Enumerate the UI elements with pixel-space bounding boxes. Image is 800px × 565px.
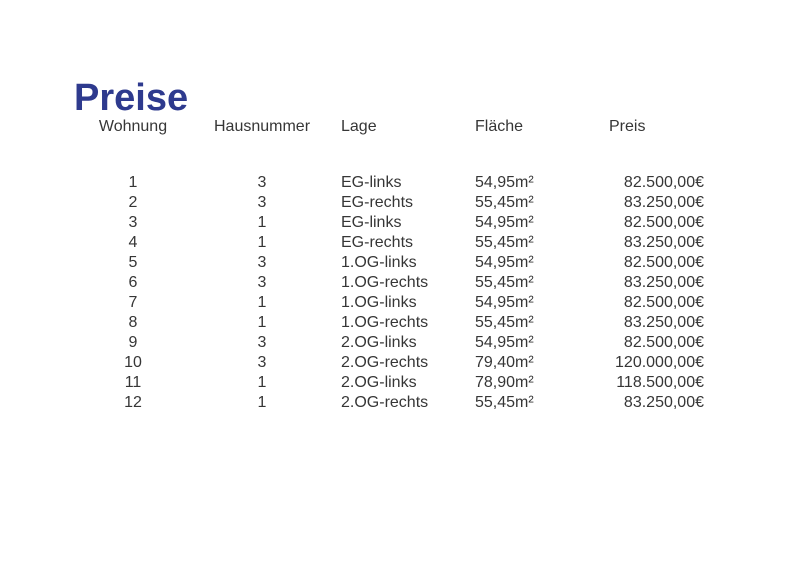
table-row: 1 3 EG-links 54,95m² 82.500,00€: [0, 173, 704, 193]
table-row: 10 3 2.OG-rechts 79,40m² 120.000,00€: [0, 353, 704, 373]
table-row: 6 3 1.OG-rechts 55,45m² 83.250,00€: [0, 273, 704, 293]
cell-wohnung: 5: [128, 254, 138, 271]
cell-wohnung: 9: [128, 334, 138, 351]
cell-preis: 118.500,00€: [616, 374, 704, 391]
cell-flaeche: 55,45m²: [475, 314, 534, 331]
cell-hausnummer: 1: [257, 294, 267, 311]
cell-lage: 1.OG-rechts: [341, 274, 429, 291]
table-row: 9 3 2.OG-links 54,95m² 82.500,00€: [0, 333, 704, 353]
table-row: 7 1 1.OG-links 54,95m² 82.500,00€: [0, 293, 704, 313]
cell-flaeche: 55,45m²: [475, 274, 534, 291]
cell-wohnung: 8: [128, 314, 138, 331]
cell-wohnung: 4: [128, 234, 138, 251]
header-flaeche: Fläche: [475, 118, 524, 135]
table-row: 11 1 2.OG-links 78,90m² 118.500,00€: [0, 373, 704, 393]
cell-wohnung: 10: [124, 354, 142, 371]
table-row: 4 1 EG-rechts 55,45m² 83.250,00€: [0, 233, 704, 253]
cell-hausnummer: 3: [257, 174, 267, 191]
cell-lage: EG-rechts: [341, 194, 414, 211]
price-table-header: Wohnung Hausnummer Lage Fläche Preis: [0, 117, 704, 137]
cell-lage: 2.OG-links: [341, 334, 417, 351]
cell-wohnung: 7: [128, 294, 138, 311]
price-table-body: 1 3 EG-links 54,95m² 82.500,00€ 2 3 EG-r…: [0, 173, 704, 413]
cell-preis: 82.500,00€: [623, 174, 704, 191]
cell-preis: 83.250,00€: [623, 314, 704, 331]
cell-flaeche: 79,40m²: [475, 354, 534, 371]
cell-lage: 1.OG-links: [341, 294, 417, 311]
cell-hausnummer: 1: [257, 214, 267, 231]
cell-flaeche: 54,95m²: [475, 214, 534, 231]
cell-flaeche: 54,95m²: [475, 254, 534, 271]
table-row: 5 3 1.OG-links 54,95m² 82.500,00€: [0, 253, 704, 273]
cell-wohnung: 3: [128, 214, 138, 231]
cell-wohnung: 2: [128, 194, 138, 211]
cell-lage: 2.OG-rechts: [341, 354, 429, 371]
cell-hausnummer: 1: [257, 394, 267, 411]
header-lage: Lage: [341, 118, 377, 135]
header-wohnung: Wohnung: [98, 118, 168, 135]
cell-wohnung: 12: [124, 394, 142, 411]
cell-lage: EG-links: [341, 174, 402, 191]
header-hausnummer: Hausnummer: [213, 118, 311, 135]
cell-hausnummer: 1: [257, 314, 267, 331]
cell-lage: 2.OG-links: [341, 374, 417, 391]
cell-flaeche: 54,95m²: [475, 174, 534, 191]
cell-hausnummer: 3: [257, 254, 267, 271]
cell-lage: EG-links: [341, 214, 402, 231]
cell-hausnummer: 3: [257, 274, 267, 291]
table-row: 8 1 1.OG-rechts 55,45m² 83.250,00€: [0, 313, 704, 333]
cell-hausnummer: 3: [257, 354, 267, 371]
cell-flaeche: 54,95m²: [475, 334, 534, 351]
cell-flaeche: 54,95m²: [475, 294, 534, 311]
cell-lage: EG-rechts: [341, 234, 414, 251]
cell-hausnummer: 3: [257, 334, 267, 351]
cell-lage: 1.OG-links: [341, 254, 417, 271]
cell-preis: 83.250,00€: [623, 394, 704, 411]
cell-hausnummer: 3: [257, 194, 267, 211]
cell-preis: 83.250,00€: [623, 234, 704, 251]
cell-lage: 2.OG-rechts: [341, 394, 429, 411]
cell-hausnummer: 1: [257, 374, 267, 391]
cell-preis: 120.000,00€: [615, 354, 704, 371]
cell-preis: 83.250,00€: [623, 274, 704, 291]
cell-flaeche: 78,90m²: [475, 374, 534, 391]
cell-wohnung: 6: [128, 274, 138, 291]
page-title: Preise: [74, 77, 189, 120]
cell-wohnung: 1: [128, 174, 138, 191]
cell-preis: 82.500,00€: [623, 334, 704, 351]
cell-flaeche: 55,45m²: [475, 394, 534, 411]
cell-preis: 82.500,00€: [623, 254, 704, 271]
cell-wohnung: 11: [124, 374, 142, 391]
table-row: 12 1 2.OG-rechts 55,45m² 83.250,00€: [0, 393, 704, 413]
cell-preis: 82.500,00€: [623, 214, 704, 231]
header-preis: Preis: [609, 118, 646, 135]
cell-lage: 1.OG-rechts: [341, 314, 429, 331]
cell-preis: 82.500,00€: [623, 294, 704, 311]
table-row: 3 1 EG-links 54,95m² 82.500,00€: [0, 213, 704, 233]
cell-flaeche: 55,45m²: [475, 234, 534, 251]
cell-hausnummer: 1: [257, 234, 267, 251]
cell-flaeche: 55,45m²: [475, 194, 534, 211]
cell-preis: 83.250,00€: [623, 194, 704, 211]
table-row: 2 3 EG-rechts 55,45m² 83.250,00€: [0, 193, 704, 213]
